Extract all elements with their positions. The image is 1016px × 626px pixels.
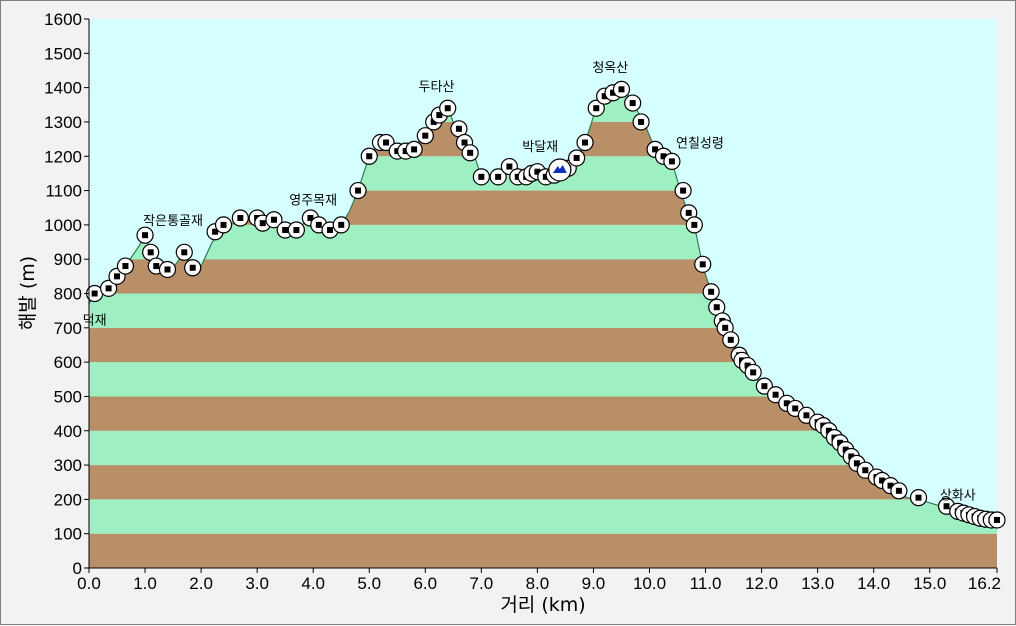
waypoint-marker xyxy=(332,216,350,234)
place-label: 작은통골재 xyxy=(143,214,203,229)
y-tick-label: 1400 xyxy=(44,79,82,98)
place-label: 두타산 xyxy=(419,80,455,95)
y-tick-label: 400 xyxy=(54,422,82,441)
waypoint-marker xyxy=(744,363,762,382)
waypoint-marker xyxy=(694,255,712,273)
waypoint-marker xyxy=(663,152,681,170)
waypoint-marker xyxy=(685,216,703,234)
y-tick-label: 500 xyxy=(54,387,82,406)
elevation-band xyxy=(89,533,997,568)
waypoint-marker xyxy=(116,257,135,275)
x-tick-label: 5.0 xyxy=(357,574,381,593)
x-tick-label: 0.0 xyxy=(77,574,101,593)
waypoint-marker xyxy=(265,211,283,229)
waypoint-marker xyxy=(890,482,908,500)
waypoint-marker xyxy=(909,489,928,507)
waypoint-marker xyxy=(175,243,193,261)
waypoint-marker xyxy=(405,140,423,158)
waypoint-marker xyxy=(136,226,154,244)
waypoint-marker xyxy=(360,147,378,165)
y-tick-label: 1100 xyxy=(45,182,82,201)
y-tick-label: 1200 xyxy=(44,147,82,166)
waypoint-marker xyxy=(231,209,249,227)
y-tick-label: 0 xyxy=(73,559,82,578)
y-tick-label: 900 xyxy=(54,250,82,269)
place-label: 덕재 xyxy=(83,313,107,328)
waypoint-marker xyxy=(612,80,631,98)
y-tick-label: 100 xyxy=(54,525,82,544)
waypoint-marker xyxy=(472,168,490,186)
waypoint-marker xyxy=(624,94,642,112)
y-tick-label: 200 xyxy=(54,490,82,509)
x-tick-label: 11.0 xyxy=(690,574,722,593)
waypoint-marker xyxy=(349,181,367,200)
y-tick-label: 800 xyxy=(54,285,82,304)
place-label: 상화사 xyxy=(940,488,976,503)
waypoint-marker xyxy=(568,149,586,167)
waypoint-marker xyxy=(702,283,720,301)
waypoint-marker xyxy=(674,181,692,200)
x-tick-label: 14.0 xyxy=(857,574,890,593)
x-tick-label: 6.0 xyxy=(413,574,437,593)
place-label: 청옥산 xyxy=(592,61,628,76)
x-tick-label: 9.0 xyxy=(582,574,606,593)
elevation-band xyxy=(89,499,997,534)
waypoint-marker xyxy=(416,127,434,145)
y-tick-label: 1000 xyxy=(44,216,82,235)
y-tick-label: 600 xyxy=(54,353,82,372)
waypoint-marker xyxy=(100,279,118,297)
waypoint-marker xyxy=(632,113,650,131)
x-tick-label: 1.0 xyxy=(133,574,157,593)
x-tick-label: 12.0 xyxy=(745,574,778,593)
waypoint-marker xyxy=(587,99,605,117)
waypoint-marker xyxy=(158,260,177,279)
summit-marker xyxy=(548,158,572,182)
place-label: 영주목재 xyxy=(289,193,337,208)
x-tick-label: 10.0 xyxy=(633,574,666,593)
waypoint-marker xyxy=(489,168,507,186)
x-tick-label: 2.0 xyxy=(189,574,213,593)
x-tick-label: 8.0 xyxy=(526,574,550,593)
waypoint-marker xyxy=(214,216,233,234)
x-axis-label: 거리 (km) xyxy=(500,594,585,616)
waypoint-marker xyxy=(439,99,457,117)
y-tick-label: 1500 xyxy=(44,44,82,63)
x-tick-label: 15.0 xyxy=(913,574,946,593)
waypoint-marker xyxy=(722,331,740,349)
x-tick-label: 3.0 xyxy=(245,574,269,593)
y-tick-label: 1300 xyxy=(44,113,82,132)
y-tick-label: 700 xyxy=(54,319,82,338)
x-tick-label: 16.2 xyxy=(968,574,1001,593)
x-tick-label: 7.0 xyxy=(470,574,494,593)
y-axis-label: 해발 (m) xyxy=(17,256,39,330)
waypoint-marker xyxy=(184,259,202,277)
place-label: 박달재 xyxy=(522,140,558,155)
waypoint-marker xyxy=(576,133,594,152)
x-tick-label: 4.0 xyxy=(301,574,325,593)
waypoint-marker xyxy=(461,144,479,162)
waypoint-marker xyxy=(287,221,305,239)
waypoint-markers xyxy=(86,80,1006,529)
place-label: 연칠성령 xyxy=(676,137,724,152)
x-axis-ticks: 0.0 1.0 2.0 3.0 4.0 5.0 6.0 7.0 8.0 9.0 10.0 11.0 12… xyxy=(77,568,1001,593)
elevation-band xyxy=(89,465,997,500)
y-axis-ticks: 0 100 200 300 400 500 600 700 800 900 1000 1100 1200… xyxy=(44,10,89,578)
y-tick-label: 300 xyxy=(54,456,82,475)
y-tick-label: 1600 xyxy=(44,10,82,29)
waypoint-marker xyxy=(988,511,1006,529)
x-tick-label: 13.0 xyxy=(801,574,834,593)
